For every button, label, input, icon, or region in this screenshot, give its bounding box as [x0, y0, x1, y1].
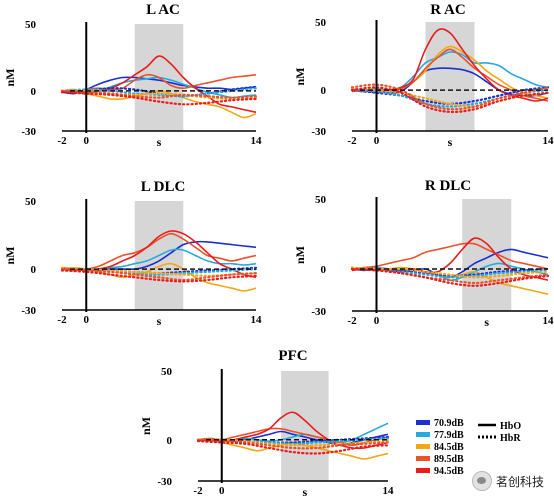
x-tick-label: 0 [374, 135, 380, 147]
series-hbo-89-5dB [61, 232, 257, 272]
series-hbo-84-5dB [197, 439, 389, 460]
y-tick-label: -30 [157, 476, 172, 488]
panel-rac: R AC 50 0 -30 nM -2 0 14 s [293, 2, 554, 149]
x-tick-label: -2 [57, 314, 67, 326]
series-hbr-89-5dB [350, 267, 550, 285]
x-tick-label: 14 [383, 485, 395, 497]
stimulus-interval [425, 22, 475, 131]
x-tick-label: -2 [347, 315, 357, 327]
stimulus-interval [281, 371, 329, 481]
panel-title: R DLC [425, 178, 471, 194]
series-hbr-77-9dB [60, 87, 258, 98]
watermark-text: 茗创科技 [495, 474, 544, 489]
legend-label: 70.9dB [434, 418, 464, 429]
series-hbo-89-5dB [197, 427, 389, 447]
series-hbr-84-5dB [350, 266, 550, 279]
y-axis-label: nM [3, 247, 17, 265]
y-tick-label: -30 [311, 126, 326, 138]
legend-swatch [416, 420, 430, 425]
x-tick-label: 14 [543, 135, 554, 147]
series-hbr-94-5dB [60, 269, 258, 283]
x-tick-label: 0 [84, 314, 90, 326]
y-axis-label: nM [293, 246, 307, 264]
y-tick-label: 0 [321, 85, 327, 97]
legend-label: 94.5dB [434, 466, 464, 477]
panel-rdlc: R DLC 50 0 -30 nM -2 0 14 s [293, 178, 554, 329]
y-tick-label: 50 [25, 19, 37, 31]
panel-title: R AC [430, 2, 465, 18]
y-tick-label: -30 [21, 126, 36, 138]
panel-lac: L AC 50 0 -30 nM -2 0 14 s [3, 2, 262, 149]
x-axis-label: s [484, 315, 489, 329]
y-tick-label: 50 [25, 196, 37, 208]
series-hbr-77-9dB [350, 267, 550, 279]
y-axis-label: nM [3, 69, 17, 87]
x-tick-label: 14 [543, 315, 554, 327]
panel-pfc: PFC 50 0 -30 nM -2 0 14 s [139, 348, 394, 497]
legend-style-label: HbR [500, 433, 521, 444]
watermark: 茗创科技 [471, 471, 544, 491]
x-tick-label: -2 [57, 135, 67, 147]
series-hbr-89-5dB [60, 89, 258, 99]
legend-style-label: HbO [500, 421, 521, 432]
x-tick-label: 14 [251, 314, 263, 326]
series-hbr-89-5dB [196, 438, 390, 450]
y-axis-label: nM [293, 68, 307, 86]
x-tick-label: 0 [374, 315, 380, 327]
series-hbr-70-9dB [350, 267, 550, 278]
series-hbo-89-5dB [351, 242, 549, 270]
x-axis-label: s [448, 135, 453, 149]
series-hbr-94-5dB [60, 91, 258, 106]
wechat-icon [471, 471, 492, 491]
legend-label: 84.5dB [434, 442, 464, 453]
x-tick-label: 14 [251, 135, 263, 147]
legend-label: 89.5dB [434, 454, 464, 465]
legend-swatch [416, 468, 430, 473]
y-axis-label: nM [139, 417, 153, 435]
y-tick-label: 0 [167, 435, 173, 447]
x-axis-label: s [157, 135, 162, 149]
legend-swatch [416, 432, 430, 437]
panel-title: PFC [278, 348, 307, 364]
series-hbr-94-5dB [196, 440, 390, 455]
series-hbr-89-5dB [350, 83, 550, 111]
y-tick-label: 0 [321, 264, 327, 276]
y-tick-label: 0 [31, 264, 37, 276]
x-axis-label: s [157, 314, 162, 328]
y-tick-label: 50 [315, 17, 327, 29]
series-hbo-70-9dB [61, 76, 257, 95]
legend-swatch [416, 456, 430, 461]
series-hbr-89-5dB [60, 268, 258, 282]
y-tick-label: 50 [315, 194, 327, 206]
x-tick-label: 0 [84, 135, 90, 147]
legend-swatch [416, 444, 430, 449]
series-hbr-84-5dB [60, 89, 258, 100]
legend-label: 77.9dB [434, 430, 464, 441]
y-tick-label: -30 [311, 306, 326, 318]
panel-title: L AC [146, 2, 180, 18]
series-hbr-94-5dB [350, 86, 550, 114]
panel-title: L DLC [141, 179, 186, 195]
series-hbo-89-5dB [61, 73, 257, 94]
x-axis-label: s [303, 485, 308, 497]
x-tick-label: -2 [347, 135, 357, 147]
y-tick-label: 50 [161, 366, 173, 378]
y-tick-label: 0 [31, 86, 37, 98]
x-tick-label: -2 [193, 485, 203, 497]
y-tick-label: -30 [21, 305, 36, 317]
panel-ldlc: L DLC 50 0 -30 nM -2 0 14 s [3, 179, 262, 328]
series-hbr-84-5dB [196, 438, 390, 447]
stimulus-interval [462, 199, 512, 311]
x-tick-label: 0 [219, 485, 225, 497]
